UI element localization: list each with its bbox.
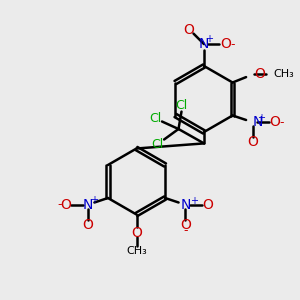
Text: N: N [82,198,93,212]
Text: N: N [180,198,191,212]
Text: O: O [254,67,265,81]
Text: O: O [248,135,258,149]
Text: O: O [220,37,231,51]
Text: O: O [131,226,142,240]
Text: O: O [180,218,191,232]
Text: O: O [270,115,280,129]
Text: CH₃: CH₃ [126,246,147,256]
Text: O: O [82,218,93,232]
Text: CH₃: CH₃ [273,69,294,79]
Text: O: O [202,198,213,212]
Text: -: - [230,38,235,51]
Text: O: O [60,198,71,212]
Text: +: + [190,196,198,206]
Text: Cl: Cl [151,137,163,151]
Text: +: + [206,34,213,44]
Text: -: - [57,198,61,211]
Text: Cl: Cl [176,99,188,112]
Text: -: - [183,224,188,237]
Text: Cl: Cl [149,112,161,125]
Text: +: + [257,113,265,124]
Text: -: - [280,116,284,129]
Text: O: O [183,23,194,37]
Text: N: N [253,115,263,129]
Text: N: N [199,37,209,51]
Text: +: + [90,195,98,206]
